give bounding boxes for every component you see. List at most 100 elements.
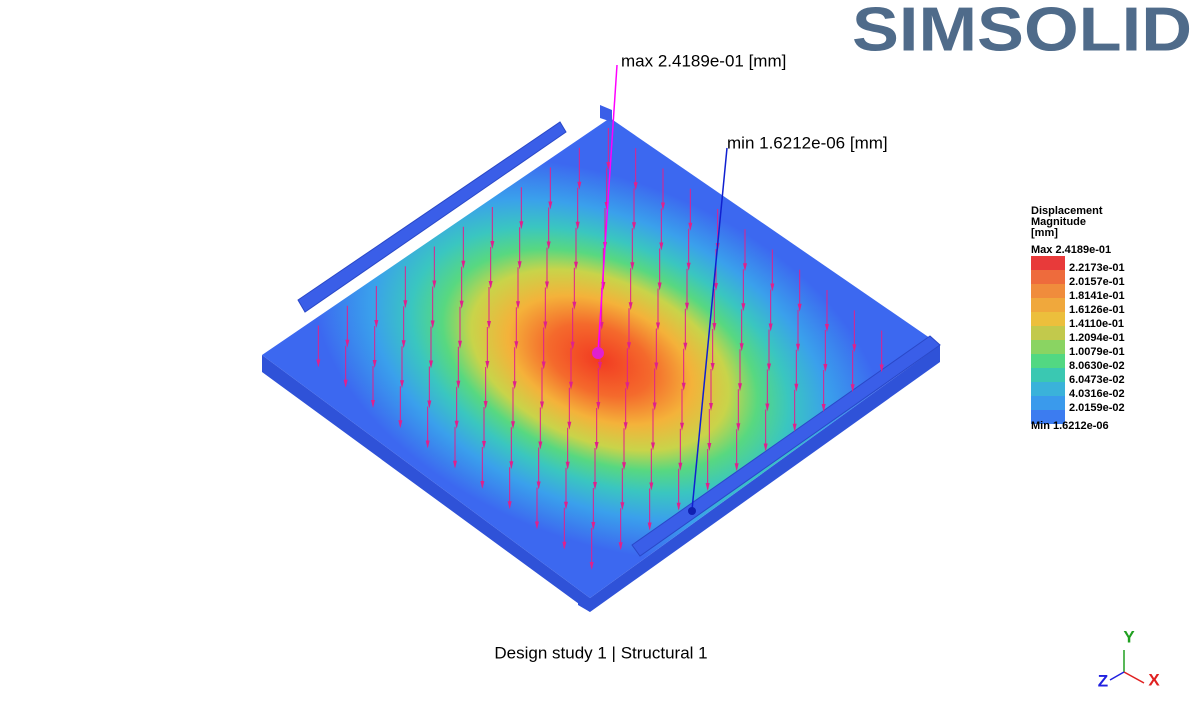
arrow-head [738,383,742,392]
arrow-head [792,423,797,432]
arrow-head [628,302,633,311]
arrow-head [850,384,855,393]
arrow-head [343,379,348,388]
axis-x-label: X [1148,670,1160,689]
arrow-head [519,221,524,230]
legend-band [1031,340,1065,354]
legend-label: 8.0630e-02 [1069,360,1125,372]
arrow-head [630,262,635,271]
max-annotation: max 2.4189e-01 [mm] [621,51,786,70]
arrow-head [577,181,582,190]
arrow-head [482,441,486,449]
arrow-head [743,263,747,272]
arrow-head [627,342,631,351]
arrow-head [767,363,771,372]
arrow-head [686,262,691,271]
arrow-head [599,322,604,330]
arrow-head [403,300,408,309]
arrow-head [509,461,514,470]
arrow-head [401,340,406,349]
legend-band [1031,326,1065,340]
arrow-head [548,201,553,210]
rail-left [297,121,567,313]
arrow-head [591,522,596,530]
legend-label: 4.0316e-02 [1069,388,1125,400]
arrow-head [739,343,744,352]
legend-band [1031,368,1065,382]
arrow-head [564,501,568,510]
legend-label: 1.8141e-01 [1069,290,1125,302]
arrow-head [511,421,515,430]
arrow-head [765,403,770,412]
arrow-head [633,182,638,191]
arrow-head [512,381,517,390]
arrow-head [538,441,543,450]
arrow-head [345,339,350,348]
legend-band [1031,396,1065,410]
arrow-head [546,241,551,250]
legend-label: 1.6126e-01 [1069,304,1125,316]
arrow-head [618,542,623,551]
arrow-head [709,403,713,411]
arrow-head [656,322,660,331]
arrow-head [596,402,601,410]
arrow-head [683,342,688,351]
arrow-head [454,420,459,429]
arrow-head [654,362,659,371]
arrow-head [372,360,377,368]
arrow-head [649,482,654,491]
legend-label: 2.0159e-02 [1069,402,1125,414]
arrow-head [678,462,683,471]
rail-right [631,335,941,557]
arrow-head [517,261,522,270]
arrow-head [825,324,829,332]
arrow-head [490,241,495,249]
legend-band [1031,382,1065,396]
arrow-head [316,359,321,368]
arrow-head [652,402,657,411]
legend-label: 1.0079e-01 [1069,346,1125,358]
arrow-head [569,381,573,390]
arrow-head [570,341,575,350]
arrow-head [456,380,461,389]
legend-band [1031,284,1065,298]
axis-y-label: Y [1123,627,1135,646]
arrow-head [427,400,432,409]
legend-label: 1.2094e-01 [1069,332,1125,344]
arrow-head [707,443,712,451]
arrow-head [545,281,549,290]
arrow-head [661,202,665,211]
arrow-head [796,343,800,352]
arrow-head [768,323,773,332]
arrow-head [432,280,437,289]
arrow-head [575,221,580,230]
arrow-head [705,483,710,491]
arrow-head [400,380,404,389]
arrow-head [487,321,491,329]
arrow-head [458,340,462,349]
arrow-head [681,382,686,391]
arrow-head [540,401,544,410]
arrow-head [710,363,715,371]
arrow-head [565,461,570,470]
arrow-head [507,501,512,510]
arrow-head [734,463,739,472]
arrow-head [680,422,684,431]
arrow-head [485,361,490,369]
legend-title: [mm] [1031,227,1058,239]
arrow-head [879,364,884,373]
legend-band [1031,256,1065,270]
arrow-head [736,423,741,432]
arrow-head [594,442,599,450]
legend-band [1031,298,1065,312]
arrow-head [429,360,433,369]
rail-left-end [600,105,612,122]
legend-band [1031,312,1065,326]
arrow-head [374,320,379,328]
min-leader [691,147,728,511]
arrow-head [430,320,435,329]
arrow-head [535,521,539,530]
logo: SIMSOLID [852,0,1192,64]
legend-band [1031,354,1065,368]
